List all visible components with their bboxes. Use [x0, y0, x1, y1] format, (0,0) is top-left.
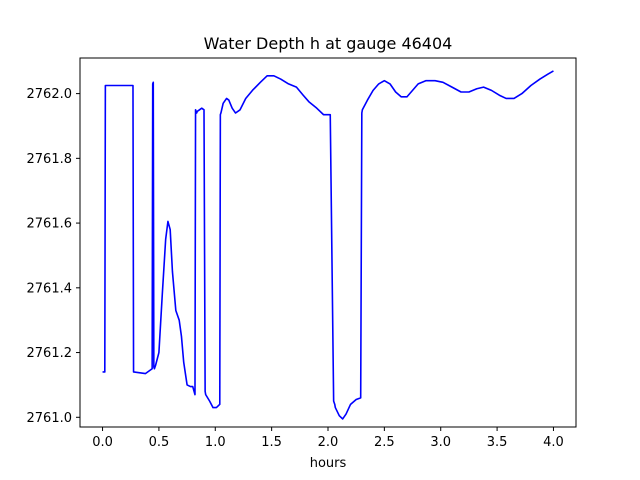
x-tick-label: 3.5 — [487, 435, 508, 450]
y-tick-label: 2762.0 — [27, 87, 73, 102]
x-axis-label: hours — [310, 456, 347, 471]
x-tick-label: 0.5 — [149, 435, 170, 450]
x-tick-label: 2.0 — [318, 435, 339, 450]
x-tick-label: 3.0 — [430, 435, 451, 450]
water-depth-line — [102, 70, 554, 420]
y-tick-label: 2761.2 — [27, 346, 73, 361]
x-tick-label: 4.0 — [543, 435, 564, 450]
y-tick-label: 2761.6 — [27, 217, 73, 232]
x-tick-label: 1.0 — [205, 435, 226, 450]
y-tick-label: 2761.0 — [27, 411, 73, 426]
y-tick-label: 2761.8 — [27, 152, 73, 167]
x-axis: 0.0 0.5 1.0 1.5 2.0 2.5 3.0 3.5 4.0 — [92, 427, 564, 450]
y-axis: 2761.0 2761.2 2761.4 2761.6 2761.8 2762.0 — [27, 87, 80, 426]
y-tick-label: 2761.4 — [27, 281, 73, 296]
x-tick-label: 2.5 — [374, 435, 395, 450]
x-tick-label: 0.0 — [92, 435, 113, 450]
chart-title: Water Depth h at gauge 46404 — [204, 34, 453, 53]
x-tick-label: 1.5 — [261, 435, 282, 450]
